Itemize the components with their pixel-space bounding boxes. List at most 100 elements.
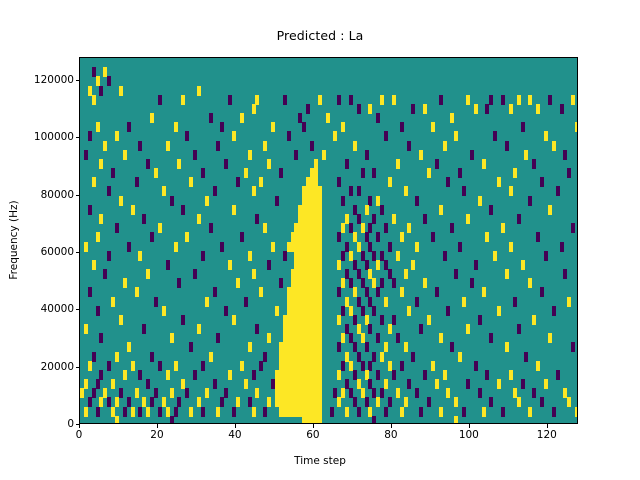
heatmap-cell <box>282 397 287 408</box>
heatmap-cell <box>317 241 322 252</box>
heatmap-cell <box>107 186 112 197</box>
heatmap-cell <box>465 213 470 224</box>
y-tick-mark <box>75 424 79 425</box>
heatmap-cell <box>235 397 240 408</box>
heatmap-cell <box>547 204 552 215</box>
heatmap-cell <box>356 324 361 335</box>
heatmap-cell <box>310 213 314 224</box>
heatmap-cell <box>243 168 248 179</box>
heatmap-cell <box>232 204 237 215</box>
heatmap-cell <box>348 94 353 105</box>
heatmap-cell <box>341 122 346 133</box>
heatmap-cell <box>286 241 291 252</box>
heatmap-cell <box>298 342 303 353</box>
heatmap-cell <box>516 213 521 224</box>
heatmap-cell <box>306 186 311 197</box>
heatmap-cell <box>103 269 108 280</box>
heatmap-cell <box>177 397 182 408</box>
heatmap-cell <box>442 369 447 380</box>
heatmap-cell <box>352 259 357 270</box>
heatmap-cell <box>477 388 482 399</box>
heatmap-cell <box>157 406 162 417</box>
heatmap-cell <box>310 259 314 270</box>
heatmap-cell <box>310 314 314 325</box>
heatmap-cell <box>282 406 287 417</box>
heatmap-cell <box>302 351 307 362</box>
heatmap-cell <box>189 177 194 188</box>
heatmap-cell <box>126 122 131 133</box>
heatmap-cell <box>317 232 322 243</box>
heatmap-cell <box>317 278 322 289</box>
heatmap-cell <box>563 149 568 160</box>
heatmap-cell <box>419 149 424 160</box>
heatmap-cell <box>391 213 396 224</box>
heatmap-cell <box>516 397 521 408</box>
heatmap-cell <box>313 195 318 206</box>
heatmap-cell <box>302 324 307 335</box>
heatmap-cell <box>313 278 318 289</box>
heatmap-cell <box>364 397 369 408</box>
heatmap-cell <box>274 388 279 399</box>
heatmap-cell <box>290 232 295 243</box>
heatmap-cell <box>302 213 307 224</box>
heatmap-cell <box>130 360 135 371</box>
heatmap-cell <box>551 305 556 316</box>
heatmap-cell <box>306 296 311 307</box>
heatmap-cell <box>298 314 303 325</box>
heatmap-cell <box>512 296 517 307</box>
x-tick-mark <box>546 424 548 428</box>
heatmap-cell <box>317 305 322 316</box>
heatmap-cell <box>286 369 291 380</box>
heatmap-cell <box>501 94 506 105</box>
heatmap-cell <box>99 158 104 169</box>
heatmap-cell <box>313 241 318 252</box>
heatmap-cell <box>395 250 400 261</box>
heatmap-cell <box>282 314 287 325</box>
heatmap-cell <box>423 369 428 380</box>
heatmap-cell <box>501 406 506 417</box>
heatmap-cell <box>95 305 100 316</box>
heatmap-cell <box>380 94 385 105</box>
heatmap-cell <box>302 333 307 344</box>
heatmap-cell <box>232 131 237 142</box>
heatmap-cell <box>134 388 139 399</box>
heatmap-cell <box>528 195 533 206</box>
heatmap-cell <box>157 223 162 234</box>
heatmap-cell <box>551 406 556 417</box>
heatmap-cell <box>356 186 361 197</box>
heatmap-cell <box>306 305 311 316</box>
heatmap-cell <box>208 351 213 362</box>
heatmap-cell <box>255 388 260 399</box>
heatmap-cell <box>337 94 342 105</box>
heatmap-cell <box>321 149 326 160</box>
heatmap-cell <box>216 406 221 417</box>
heatmap-cell <box>430 232 435 243</box>
heatmap-cell <box>310 379 314 390</box>
heatmap-cell <box>403 186 408 197</box>
heatmap-cell <box>165 259 170 270</box>
heatmap-cell <box>290 333 295 344</box>
heatmap-cell <box>138 140 143 151</box>
heatmap-cell <box>348 333 353 344</box>
heatmap-cell <box>337 342 342 353</box>
heatmap-cell <box>543 250 548 261</box>
heatmap-cell <box>126 241 131 252</box>
heatmap-cell <box>477 195 482 206</box>
heatmap-cell <box>310 168 314 179</box>
heatmap-cell <box>310 241 314 252</box>
heatmap-cell <box>473 103 478 114</box>
heatmap-cell <box>372 415 377 423</box>
heatmap-cell <box>208 223 213 234</box>
heatmap-cell <box>462 296 467 307</box>
chart-title: Predicted : La <box>276 28 364 43</box>
y-tick-label: 120000 <box>33 73 74 86</box>
heatmap-cell <box>508 369 513 380</box>
heatmap-cell <box>364 259 369 270</box>
heatmap-cell <box>508 103 513 114</box>
heatmap-cell <box>115 351 120 362</box>
heatmap-cell <box>302 406 307 417</box>
heatmap-cell <box>481 158 486 169</box>
heatmap-cell <box>282 388 287 399</box>
heatmap-cell <box>118 314 123 325</box>
heatmap-cell <box>317 397 322 408</box>
